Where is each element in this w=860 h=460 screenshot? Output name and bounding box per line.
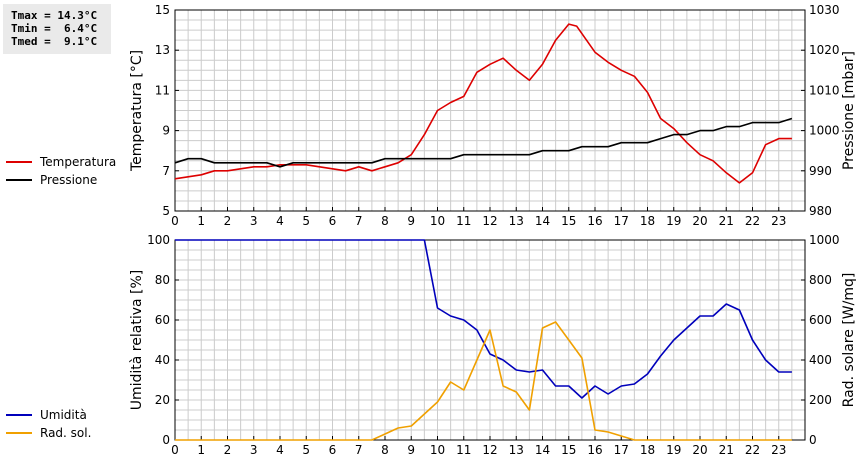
x-tick-label: 8 [381, 443, 389, 457]
y-axis-title-right: Rad. solare [W/mq] [841, 273, 857, 408]
legend-label-radiation: Rad. sol. [40, 426, 92, 440]
legend-item-temperature: Temperatura [6, 153, 116, 171]
y-tick-label-right: 200 [809, 393, 832, 407]
x-tick-label: 22 [745, 214, 760, 228]
y-tick-label-right: 1030 [809, 3, 840, 17]
x-tick-label: 15 [561, 443, 576, 457]
legend-swatch-pressure [6, 179, 32, 181]
x-tick-label: 5 [302, 443, 310, 457]
x-tick-label: 0 [171, 443, 179, 457]
y-tick-label-left: 15 [155, 3, 170, 17]
legend-top: Temperatura Pressione [6, 153, 116, 189]
x-tick-label: 2 [224, 443, 232, 457]
x-tick-label: 19 [666, 443, 681, 457]
y-tick-label-left: 11 [155, 83, 170, 97]
y-tick-label-left: 20 [155, 393, 170, 407]
x-tick-label: 20 [692, 214, 707, 228]
x-tick-label: 19 [666, 214, 681, 228]
x-tick-label: 12 [482, 214, 497, 228]
x-tick-label: 17 [614, 443, 629, 457]
x-tick-label: 23 [771, 214, 786, 228]
y-axis-title-right: Pressione [mbar] [841, 51, 857, 170]
y-axis-title-left: Umidità relativa [%] [129, 270, 145, 411]
x-tick-label: 16 [587, 214, 602, 228]
x-tick-label: 18 [640, 214, 655, 228]
stats-tmax: Tmax = 14.3°C [11, 9, 98, 22]
x-tick-label: 14 [535, 443, 550, 457]
legend-label-temperature: Temperatura [40, 155, 117, 169]
y-axis-title-left: Temperatura [°C] [129, 50, 145, 172]
x-tick-label: 22 [745, 443, 760, 457]
x-tick-label: 10 [430, 214, 445, 228]
y-tick-label-right: 600 [809, 313, 832, 327]
x-tick-label: 1 [197, 214, 205, 228]
x-tick-label: 1 [197, 443, 205, 457]
stats-box: Tmax = 14.3°C Tmin = 6.4°C Tmed = 9.1°C [3, 4, 111, 54]
x-tick-label: 21 [719, 443, 734, 457]
legend-swatch-radiation [6, 432, 32, 434]
legend-bottom: Umidità Rad. sol. [6, 406, 91, 442]
x-tick-label: 8 [381, 214, 389, 228]
series-line-pressione [174, 117, 793, 168]
y-tick-label-right: 1010 [809, 83, 840, 97]
y-tick-label-right: 1000 [809, 124, 840, 138]
x-tick-label: 3 [250, 443, 258, 457]
y-tick-label-left: 7 [162, 164, 170, 178]
y-tick-label-right: 0 [809, 433, 817, 447]
stats-tmed: Tmed = 9.1°C [11, 35, 98, 48]
x-tick-label: 23 [771, 443, 786, 457]
y-tick-label-right: 990 [809, 164, 832, 178]
x-tick-label: 20 [692, 443, 707, 457]
x-tick-label: 3 [250, 214, 258, 228]
y-tick-label-left: 100 [147, 233, 170, 247]
x-tick-label: 6 [329, 214, 337, 228]
x-tick-label: 7 [355, 443, 363, 457]
x-tick-label: 4 [276, 443, 284, 457]
y-tick-label-left: 0 [162, 433, 170, 447]
legend-swatch-temperature [6, 161, 32, 163]
x-tick-label: 0 [171, 214, 179, 228]
x-tick-label: 7 [355, 214, 363, 228]
x-tick-label: 6 [329, 443, 337, 457]
legend-item-humidity: Umidità [6, 406, 91, 424]
y-tick-label-right: 800 [809, 273, 832, 287]
stats-tmin: Tmin = 6.4°C [11, 22, 98, 35]
y-tick-label-right: 1000 [809, 233, 840, 247]
series-line-umidit [175, 239, 792, 399]
y-tick-label-left: 80 [155, 273, 170, 287]
x-tick-label: 16 [587, 443, 602, 457]
x-tick-label: 14 [535, 214, 550, 228]
x-tick-label: 21 [719, 214, 734, 228]
x-tick-label: 11 [456, 214, 471, 228]
y-tick-label-right: 400 [809, 353, 832, 367]
legend-item-pressure: Pressione [6, 171, 116, 189]
x-tick-label: 11 [456, 443, 471, 457]
y-tick-label-left: 5 [162, 204, 170, 218]
legend-item-radiation: Rad. sol. [6, 424, 91, 442]
x-tick-label: 9 [407, 214, 415, 228]
series-line-rad-sol [175, 321, 792, 441]
x-tick-label: 5 [302, 214, 310, 228]
x-tick-label: 17 [614, 214, 629, 228]
y-tick-label-left: 40 [155, 353, 170, 367]
y-tick-label-right: 980 [809, 204, 832, 218]
y-tick-label-left: 13 [155, 43, 170, 57]
legend-label-humidity: Umidità [40, 408, 87, 422]
x-tick-label: 2 [224, 214, 232, 228]
series-line-temperatura [174, 23, 792, 184]
x-tick-label: 10 [430, 443, 445, 457]
x-tick-label: 13 [509, 443, 524, 457]
x-tick-label: 18 [640, 443, 655, 457]
x-tick-label: 4 [276, 214, 284, 228]
legend-swatch-humidity [6, 414, 32, 416]
x-tick-label: 13 [509, 214, 524, 228]
y-tick-label-right: 1020 [809, 43, 840, 57]
x-tick-label: 12 [482, 443, 497, 457]
y-tick-label-left: 9 [162, 124, 170, 138]
x-tick-label: 9 [407, 443, 415, 457]
y-tick-label-left: 60 [155, 313, 170, 327]
x-tick-label: 15 [561, 214, 576, 228]
legend-label-pressure: Pressione [40, 173, 98, 187]
